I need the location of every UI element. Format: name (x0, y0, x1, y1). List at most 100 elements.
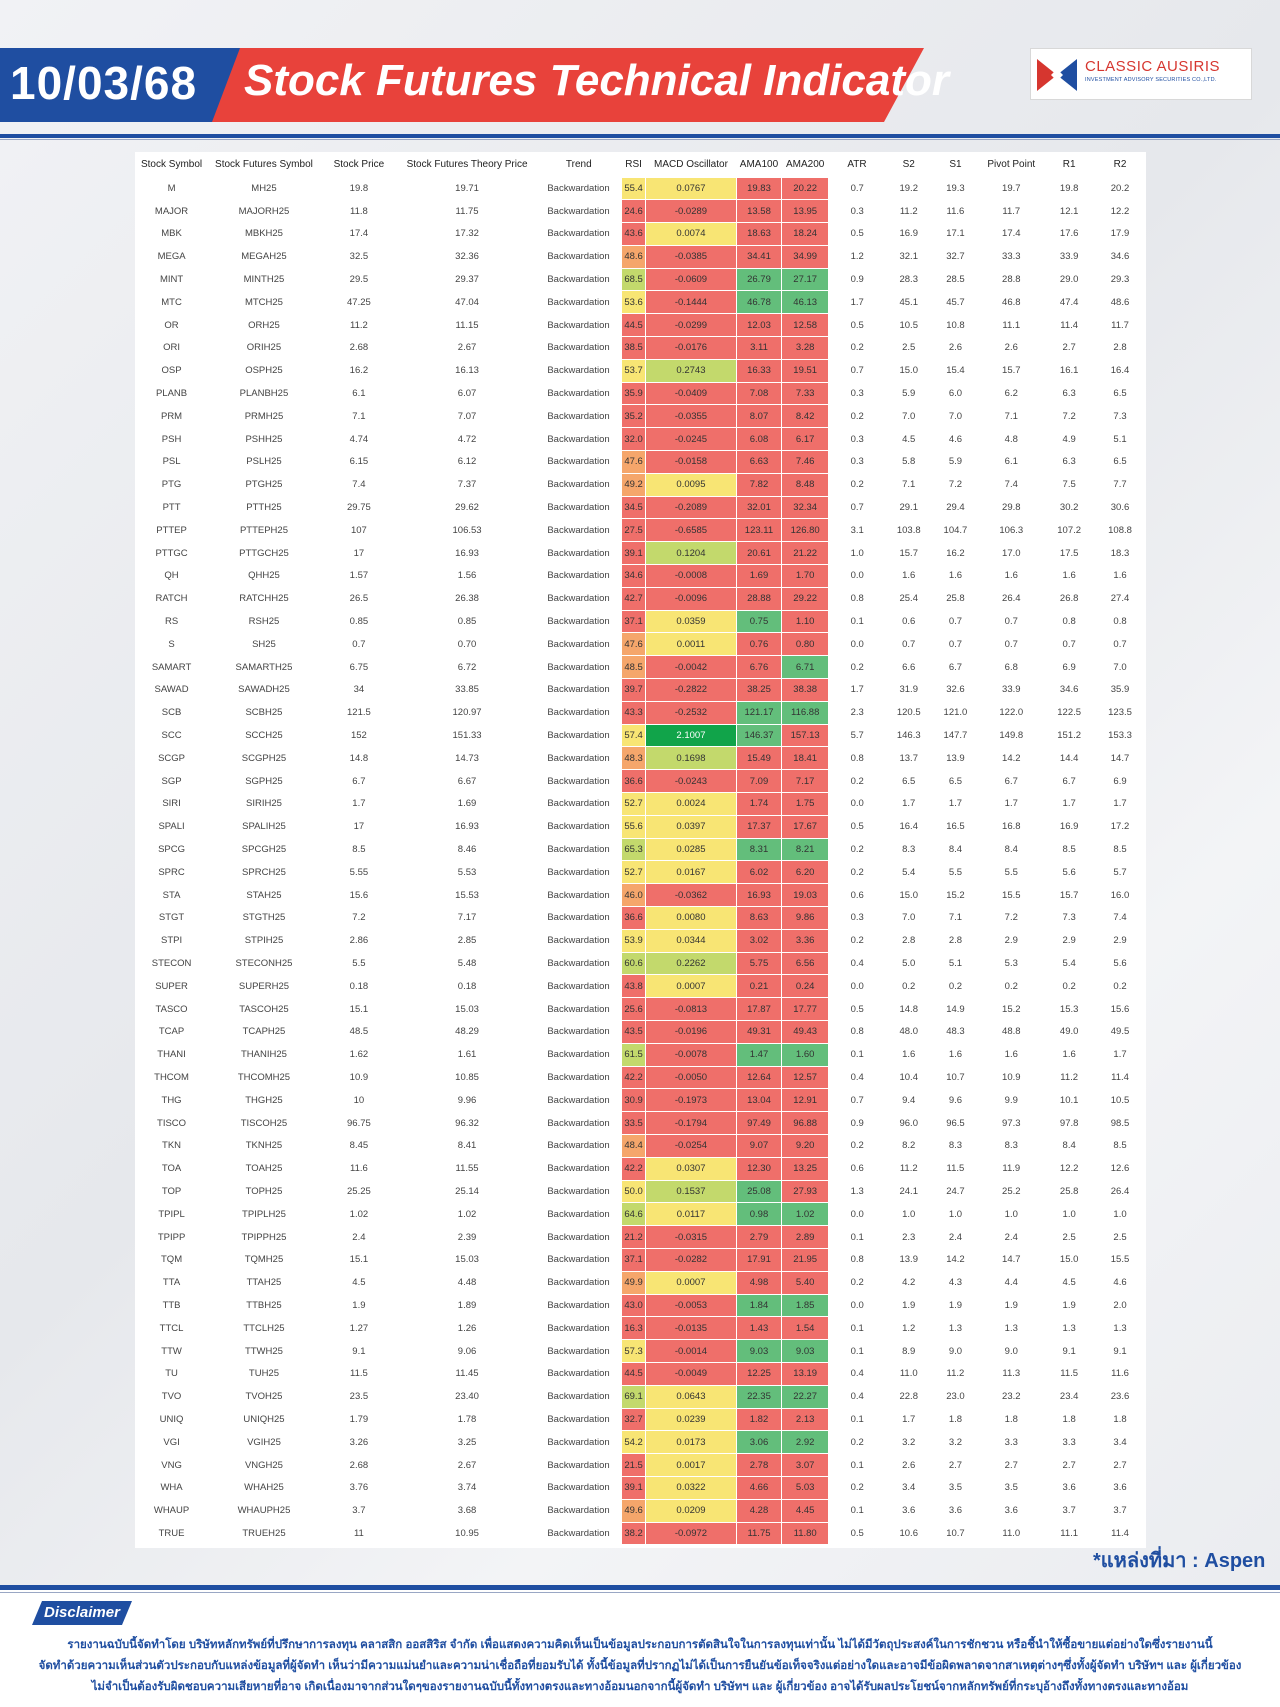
cell-s1: 9.6 (948, 1094, 963, 1106)
cell-stock-price: 152 (350, 730, 367, 742)
cell-r2: 29.3 (1110, 274, 1130, 286)
cell-stock-price: 96.75 (347, 1117, 371, 1129)
cell-ama200: 27.17 (781, 267, 830, 292)
cell-stock-futures-symbol: VNGH25 (244, 1459, 283, 1471)
cell-ama100: 9.07 (735, 1133, 783, 1158)
cell-s2: 11.0 (899, 1368, 918, 1380)
cell-r2: 6.5 (1113, 388, 1127, 400)
cell-rsi: 61.5 (620, 1042, 647, 1067)
cell-stock-symbol: TRUE (158, 1527, 185, 1539)
cell-rsi: 53.9 (620, 928, 647, 953)
cell-s1: 1.0 (948, 1208, 963, 1220)
cell-macd-oscillator: -0.0176 (645, 336, 737, 360)
cell-s2: 8.9 (902, 1345, 916, 1357)
cell-r1: 5.4 (1062, 957, 1076, 969)
cell-stock-futures-theory-price: 106.53 (452, 524, 482, 536)
cell-pivot-point: 5.5 (1004, 866, 1018, 878)
cell-trend: Backwardation (547, 319, 610, 331)
cell-rsi: 24.6 (620, 199, 647, 224)
cell-trend: Backwardation (547, 912, 610, 924)
cell-atr: 0.2 (850, 844, 864, 855)
cell-atr: 1.2 (850, 251, 864, 263)
cell-macd-oscillator: 0.0239 (645, 1407, 737, 1432)
cell-macd-oscillator: -0.0245 (645, 427, 737, 452)
table-row: SIRI SIRIH25 1.7 1.69 Backwardation 52.7 0.002… (135, 792, 1146, 816)
cell-macd-oscillator: 0.0397 (645, 814, 737, 839)
cell-ama100: 0.75 (735, 609, 783, 634)
cell-stock-futures-symbol: TRUEH25 (242, 1527, 286, 1539)
cell-r2: 5.6 (1113, 957, 1127, 969)
cell-r1: 11.2 (1060, 1071, 1079, 1083)
cell-s1: 121.0 (943, 707, 968, 719)
cell-r1: 25.8 (1059, 1185, 1079, 1197)
cell-ama100: 46.78 (735, 290, 783, 315)
cell-r2: 108.8 (1108, 524, 1132, 536)
cell-r2: 1.7 (1113, 1049, 1127, 1061)
cell-s2: 6.6 (902, 661, 916, 673)
cell-rsi: 44.5 (620, 1361, 647, 1386)
cell-stock-price: 1.27 (349, 1322, 369, 1334)
cell-stock-futures-symbol: TUH25 (248, 1368, 279, 1380)
cell-r1: 17.5 (1059, 547, 1079, 559)
cell-ama100: 8.31 (735, 837, 783, 862)
cell-stock-futures-theory-price: 2.67 (457, 342, 477, 354)
cell-s2: 1.7 (902, 798, 916, 810)
cell-stock-futures-theory-price: 10.95 (455, 1527, 479, 1539)
cell-macd-oscillator: -0.0409 (645, 381, 737, 406)
cell-macd-oscillator: -0.0299 (645, 313, 737, 338)
cell-ama200: 3.07 (781, 1453, 830, 1477)
cell-ama200: 20.22 (781, 176, 830, 201)
cell-atr: 0.9 (850, 1117, 864, 1129)
cell-stock-symbol: TTA (162, 1277, 181, 1289)
cell-ama200: 8.21 (781, 837, 830, 862)
cell-ama100: 34.41 (735, 244, 783, 269)
cell-macd-oscillator: -0.0096 (645, 586, 737, 611)
cell-pivot-point: 2.7 (1004, 1459, 1018, 1471)
cell-stock-price: 2.68 (349, 1459, 369, 1471)
cell-rsi: 36.6 (620, 906, 647, 930)
cell-stock-symbol: VGI (163, 1436, 180, 1448)
cell-r1: 7.3 (1062, 912, 1076, 924)
cell-atr: 0.0 (850, 980, 864, 992)
cell-r1: 0.2 (1062, 980, 1076, 992)
cell-pivot-point: 3.6 (1004, 1505, 1018, 1517)
cell-ama100: 38.25 (735, 678, 783, 702)
cell-stock-symbol: STECON (151, 957, 192, 969)
cell-r2: 2.5 (1113, 1231, 1127, 1243)
cell-stock-symbol: TVO (161, 1391, 182, 1403)
cell-ama200: 1.54 (781, 1316, 830, 1341)
cell-stock-futures-symbol: MAJORH25 (238, 205, 290, 217)
cell-r2: 0.7 (1113, 638, 1127, 650)
title-banner (212, 48, 924, 122)
cell-stock-price: 17 (353, 821, 365, 833)
cell-r1: 9.1 (1062, 1345, 1076, 1357)
table-row: THG THGH25 10 9.96 Backwardation 30.9 -0.1973 1… (135, 1088, 1146, 1113)
column-header-s2: S2 (902, 159, 915, 170)
cell-ama200: 18.41 (781, 746, 830, 771)
cell-pivot-point: 25.2 (1002, 1185, 1021, 1197)
cell-macd-oscillator: 0.0322 (645, 1475, 737, 1500)
cell-s2: 7.0 (902, 912, 916, 924)
cell-atr: 0.2 (850, 1482, 864, 1494)
cell-stock-futures-theory-price: 32.36 (455, 251, 479, 263)
cell-ama200: 6.71 (781, 655, 830, 680)
cell-r1: 2.7 (1062, 1459, 1076, 1471)
cell-stock-symbol: SAWAD (154, 684, 189, 696)
cell-s2: 0.2 (902, 980, 916, 992)
cell-macd-oscillator: -0.0362 (645, 883, 737, 907)
cell-ama100: 49.31 (735, 1019, 783, 1044)
cell-rsi: 30.9 (620, 1088, 647, 1113)
cell-stock-futures-theory-price: 11.15 (455, 319, 479, 331)
cell-stock-symbol: UNIQ (159, 1413, 184, 1425)
cell-rsi: 52.7 (620, 792, 647, 816)
cell-stock-price: 1.62 (349, 1049, 369, 1061)
table-row: VNG VNGH25 2.68 2.67 Backwardation 21.5 0.0017… (135, 1453, 1146, 1477)
cell-r2: 16.0 (1110, 889, 1130, 901)
cell-s2: 1.6 (902, 570, 916, 582)
cell-stock-price: 2.68 (349, 342, 369, 354)
cell-pivot-point: 0.7 (1004, 616, 1018, 628)
cell-stock-futures-theory-price: 1.61 (457, 1049, 477, 1061)
cell-s1: 4.3 (948, 1277, 963, 1289)
cell-ama200: 12.91 (781, 1088, 830, 1113)
cell-trend: Backwardation (547, 182, 610, 194)
